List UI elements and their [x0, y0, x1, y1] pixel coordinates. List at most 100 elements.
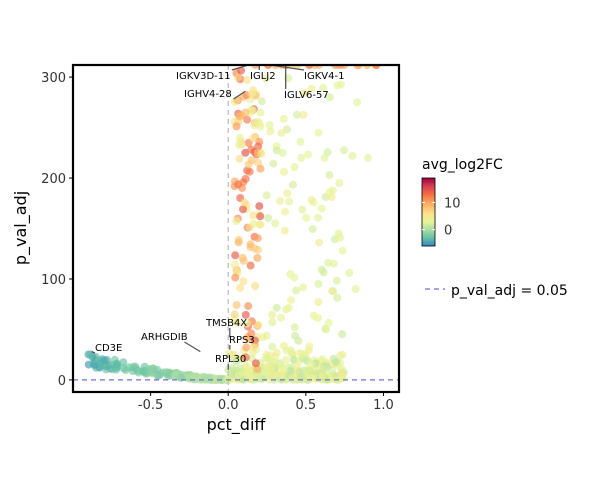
data-point — [277, 313, 285, 322]
data-point — [249, 86, 258, 95]
data-point — [290, 323, 299, 332]
data-point — [306, 374, 315, 383]
gene-label-leader — [184, 341, 201, 353]
y-axis-label: p_val_adj — [11, 191, 31, 265]
data-point — [241, 310, 250, 319]
gene-label-tmsb4x: TMSB4X — [205, 318, 247, 329]
gene-label-leader — [91, 351, 96, 354]
data-point — [317, 204, 326, 213]
gene-label-igkv3d-11: IGKV3D-11 — [176, 71, 231, 82]
data-point — [245, 370, 254, 379]
data-point — [241, 353, 250, 362]
data-point — [233, 318, 242, 327]
gene-label-rpl30: RPL30 — [215, 354, 246, 365]
data-point — [231, 251, 240, 260]
data-point — [298, 350, 307, 359]
data-point — [314, 298, 323, 307]
data-point — [245, 223, 254, 232]
gene-label-leader — [233, 90, 246, 100]
data-point — [325, 171, 334, 179]
data-point — [345, 268, 354, 277]
data-point — [280, 226, 289, 235]
reference-lines — [73, 65, 399, 392]
data-point — [337, 368, 346, 377]
colorbar-tick-label: 10 — [444, 196, 461, 211]
x-tick-label: -0.5 — [138, 398, 163, 413]
y-tick-label: 300 — [41, 71, 66, 86]
data-point — [292, 286, 301, 295]
data-point — [239, 256, 248, 265]
gene-label-cd3e: CD3E — [95, 343, 122, 354]
data-point — [297, 153, 306, 162]
data-point — [338, 330, 347, 339]
data-point — [304, 150, 312, 159]
data-point — [319, 83, 327, 92]
data-point — [320, 153, 329, 162]
data-point — [239, 205, 247, 214]
data-point — [239, 277, 248, 286]
data-point — [305, 342, 314, 351]
data-point — [232, 301, 241, 309]
data-point — [299, 111, 308, 119]
data-point — [250, 244, 259, 253]
data-point — [267, 364, 276, 372]
data-point — [234, 180, 243, 189]
data-point — [235, 112, 244, 121]
data-point — [234, 73, 243, 82]
data-point — [263, 354, 272, 363]
gene-label-iglv6-57: IGLV6-57 — [284, 90, 329, 101]
data-point — [247, 329, 256, 338]
x-tick-label: 1.0 — [373, 398, 394, 413]
data-point — [251, 282, 260, 290]
data-point — [230, 310, 239, 319]
data-point — [307, 84, 316, 93]
data-point — [338, 350, 347, 359]
data-point — [282, 355, 290, 364]
data-point — [251, 359, 260, 368]
data-point — [286, 346, 295, 355]
data-point — [255, 202, 264, 211]
hline-legend: p_val_adj = 0.05 — [425, 283, 568, 299]
data-point — [288, 180, 297, 189]
data-point — [241, 108, 250, 117]
data-point — [332, 358, 341, 366]
data-point — [276, 371, 284, 379]
data-point — [314, 128, 323, 137]
data-point — [335, 179, 344, 187]
data-point — [294, 336, 303, 345]
data-point — [328, 287, 337, 296]
data-point — [300, 88, 309, 97]
data-point — [295, 368, 304, 376]
data-point — [315, 238, 324, 247]
data-point — [244, 160, 253, 169]
data-point — [257, 149, 266, 158]
data-point — [243, 115, 252, 124]
gene-label-igkv4-1: IGKV4-1 — [304, 71, 344, 82]
data-point — [241, 148, 250, 157]
data-point — [334, 229, 343, 238]
colorbar-title: avg_log2FC — [422, 157, 503, 173]
data-point — [249, 343, 258, 352]
data-point — [249, 134, 258, 143]
data-point — [86, 350, 95, 359]
data-point — [293, 110, 301, 119]
data-point — [314, 279, 323, 288]
data-point — [333, 293, 342, 302]
data-point — [281, 207, 290, 216]
data-point — [266, 127, 275, 136]
data-point — [232, 217, 241, 225]
data-point — [253, 254, 262, 262]
data-point — [268, 371, 277, 380]
data-point — [236, 283, 245, 292]
data-point — [319, 268, 328, 277]
data-point — [277, 128, 286, 137]
gene-label-ighv4-28: IGHV4-28 — [184, 89, 232, 100]
data-point — [237, 66, 246, 75]
data-point — [253, 372, 262, 381]
data-point — [305, 366, 313, 375]
data-point — [324, 318, 333, 327]
data-point — [271, 352, 280, 361]
data-point — [245, 167, 254, 176]
data-point — [280, 167, 288, 176]
